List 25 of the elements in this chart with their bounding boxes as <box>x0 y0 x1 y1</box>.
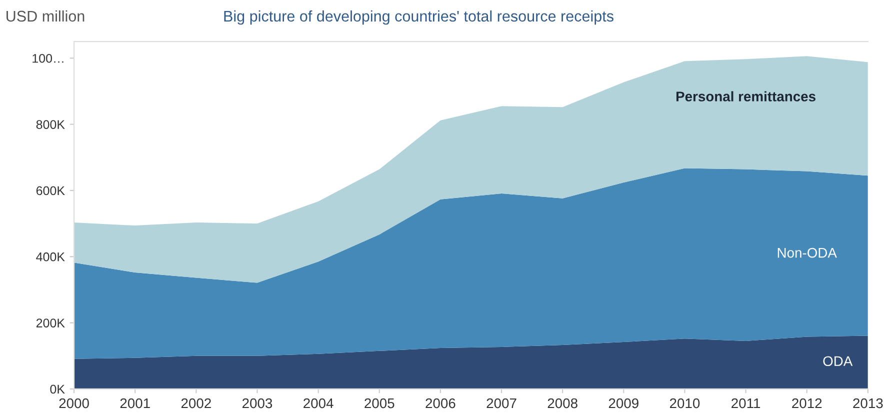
y-tick-label: 0K <box>50 384 65 394</box>
series-label: Personal remittances <box>676 91 816 102</box>
series-label: Non-ODA <box>778 248 837 258</box>
x-tick-label: 2008 <box>548 398 578 408</box>
x-tick-label: 2012 <box>792 398 822 408</box>
x-tick-label: 2001 <box>120 398 150 408</box>
x-tick-label: 2003 <box>242 398 272 408</box>
y-tick-label: 100… <box>32 54 64 63</box>
chart-title: Big picture of developing countries' total resource receipts <box>224 10 614 25</box>
x-tick-label: 2004 <box>304 398 334 408</box>
y-tick-label: 400K <box>36 252 65 262</box>
series-label: ODA <box>823 356 853 366</box>
x-tick-label: 2002 <box>181 398 211 408</box>
x-tick-label: 2013 <box>853 398 883 408</box>
x-tick-label: 2010 <box>670 398 700 408</box>
x-tick-label: 2011 <box>732 398 760 408</box>
y-tick-label: 200K <box>36 318 65 328</box>
x-tick-label: 2006 <box>426 398 456 408</box>
y-tick-label: 600K <box>36 186 65 196</box>
x-tick-label: 2000 <box>59 398 89 408</box>
x-tick-label: 2007 <box>486 398 516 408</box>
y-tick-label: 800K <box>36 120 65 129</box>
x-tick-label: 2005 <box>364 398 394 408</box>
y-axis-title: USD million <box>6 10 84 22</box>
x-tick-label: 2009 <box>608 398 638 408</box>
